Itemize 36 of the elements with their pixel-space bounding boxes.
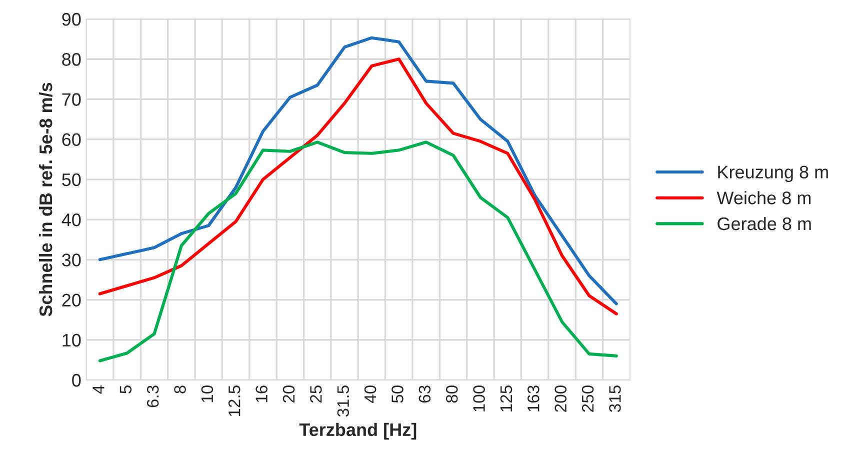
- x-tick-label: 16: [256, 386, 268, 402]
- legend-label: Weiche 8 m: [716, 191, 811, 204]
- x-tick-label: 31.5: [337, 386, 350, 417]
- x-tick-label: 250: [582, 386, 594, 412]
- line-series: [98, 140, 618, 362]
- y-tick-label: 10: [62, 334, 81, 347]
- x-tick-label: 40: [364, 386, 376, 404]
- x-tick-label: 8: [174, 386, 186, 394]
- y-tick-label: 0: [72, 374, 81, 387]
- y-tick-label: 20: [62, 294, 81, 306]
- y-axis-title: Schnelle in dB ref. 5e-8 m/s: [38, 82, 52, 316]
- x-tick-label: 125: [500, 386, 512, 412]
- legend-label: Gerade 8 m: [718, 216, 811, 230]
- y-tick-label: 70: [62, 93, 81, 106]
- x-tick-label: 63: [418, 386, 431, 403]
- y-tick-label: 30: [62, 254, 81, 266]
- x-tick-label: 10: [201, 386, 214, 402]
- x-tick-label: 4: [92, 385, 104, 394]
- x-tick-label: 50: [392, 386, 404, 403]
- x-tick-label: 100: [473, 386, 485, 412]
- y-tick-label: 50: [62, 173, 81, 186]
- x-tick-label: 163: [528, 386, 540, 412]
- y-tick-label: 40: [62, 213, 81, 226]
- x-tick-label: 5: [120, 386, 132, 394]
- x-tick-label: 20: [282, 386, 295, 403]
- x-tick-label: 80: [446, 386, 458, 403]
- y-tick-label: 90: [62, 12, 81, 26]
- y-tick-label: 60: [62, 133, 81, 146]
- y-tick-label: 80: [62, 53, 81, 66]
- x-tick-label: 25: [310, 386, 322, 403]
- x-tick-label: 12.5: [228, 386, 240, 416]
- x-tick-label: 200: [554, 386, 567, 412]
- x-tick-label: 315: [609, 386, 621, 412]
- x-tick-label: 6.3: [146, 386, 159, 408]
- x-axis-title: Terzband [Hz]: [299, 422, 416, 440]
- legend-label: Kreuzung 8 m: [718, 166, 828, 182]
